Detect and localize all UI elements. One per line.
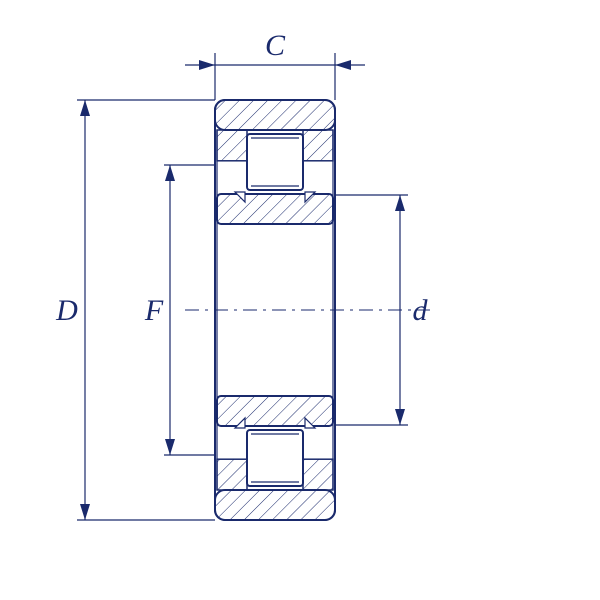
dimension-label-F: F (144, 294, 164, 327)
bearing-cross-section-diagram: C D Fd (0, 0, 600, 600)
dimension-label-D: D (55, 294, 78, 327)
dimension-label-d: d (413, 294, 429, 327)
dimension-label-c: C (265, 29, 286, 62)
